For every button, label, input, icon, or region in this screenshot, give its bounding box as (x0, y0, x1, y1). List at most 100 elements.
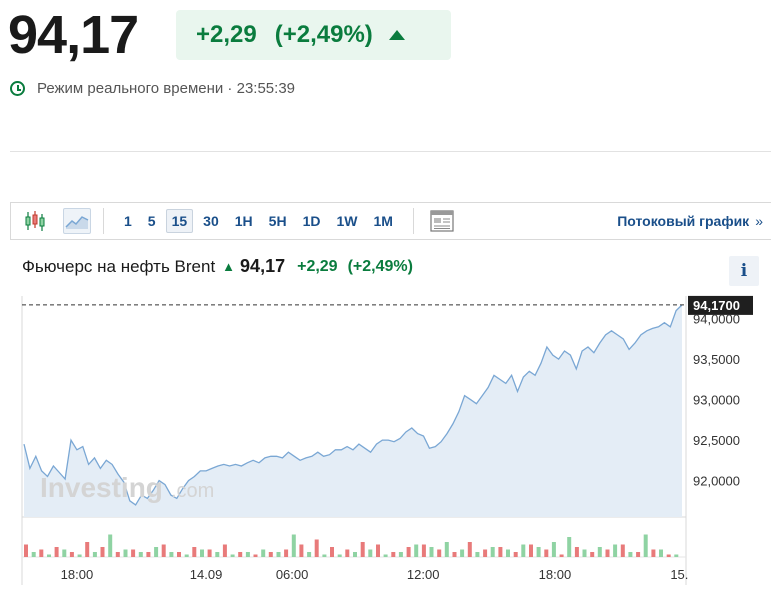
toolbar-separator (412, 208, 414, 234)
y-tick-label: 93,5000 (693, 352, 740, 367)
volume-bar (444, 542, 449, 557)
volume-bar (628, 552, 633, 557)
streaming-chart-label: Потоковый график (617, 213, 750, 229)
volume-bar (597, 547, 602, 557)
volume-bar (230, 554, 235, 557)
interval-1d[interactable]: 1D (302, 213, 321, 229)
interval-1m[interactable]: 1M (373, 213, 393, 229)
volume-bar (31, 552, 36, 557)
interval-1w[interactable]: 1W (336, 213, 358, 229)
volume-bar (291, 534, 296, 557)
arrow-up-icon (388, 30, 405, 40)
volume-bar (307, 552, 312, 557)
instrument-value: 94,17 (240, 256, 286, 276)
x-tick-label: 18:00 (61, 567, 94, 582)
volume-bar (353, 552, 357, 557)
volume-bar (529, 544, 533, 557)
volume-bar (483, 549, 488, 557)
volume-bar (498, 547, 503, 557)
volume-bar (391, 552, 396, 557)
instrument-name: Фьючерс на нефть Brent (22, 256, 216, 276)
volume-bar (108, 534, 113, 557)
volume-bar (146, 552, 151, 557)
candlestick-chart-icon[interactable] (21, 208, 49, 234)
x-tick-label: 15. (670, 567, 688, 582)
instrument-change: +2,29 (297, 257, 338, 275)
volume-bar (123, 549, 128, 557)
volume-bar (368, 549, 373, 557)
volume-bar (360, 542, 365, 557)
interval-1h[interactable]: 1H (234, 213, 253, 229)
last-value-box (688, 295, 753, 315)
price-change-badge: +2,29 (+2,49%) (176, 10, 451, 60)
volume-bar (398, 552, 403, 557)
y-tick-label: 94,0000 (693, 312, 740, 327)
volume-bar (475, 552, 480, 557)
realtime-status: Режим реального времени · 23:55:39 (10, 80, 295, 97)
interval-5h[interactable]: 5H (268, 213, 287, 229)
volume-bar (383, 554, 388, 557)
volume-bar (460, 549, 465, 557)
interval-5[interactable]: 5 (147, 213, 156, 229)
volume-bar (567, 537, 572, 557)
volume-bar (666, 554, 671, 557)
volume-bar (659, 549, 663, 557)
volume-bar (330, 547, 334, 557)
arrow-up-icon: ▲ (222, 259, 236, 274)
news-icon[interactable] (428, 208, 456, 234)
y-tick-label: 93,0000 (693, 393, 740, 408)
y-tick-label: 92,5000 (693, 433, 740, 448)
volume-bar (207, 549, 212, 557)
volume-bar (429, 547, 434, 557)
volume-bar (506, 549, 510, 557)
chart-toolbar: 1 5 15 30 1H 5H 1D 1W 1M Потоковый графи… (10, 202, 771, 240)
volume-bar (620, 544, 625, 557)
volume-bar (154, 547, 159, 557)
volume-bar (261, 549, 266, 557)
volume-bar (574, 547, 579, 557)
price-change-percent: (+2,49%) (274, 21, 373, 48)
volume-bar (337, 554, 342, 557)
price-line (23, 304, 683, 506)
info-button[interactable]: i (729, 256, 759, 286)
interval-15[interactable]: 15 (165, 209, 194, 233)
last-value-label: 94,1700 (693, 298, 740, 313)
instrument-header: Фьючерс на нефть Brent ▲ 94,17 +2,29 (+2… (22, 256, 413, 277)
area-chart-icon[interactable] (63, 208, 91, 234)
volume-bar (643, 534, 648, 557)
volume-bar (69, 552, 74, 557)
realtime-separator: · (223, 80, 237, 97)
volume-bar (299, 544, 304, 557)
volume-bar (559, 554, 564, 557)
interval-30[interactable]: 30 (203, 213, 219, 229)
volume-bar (85, 542, 90, 557)
volume-bar (636, 552, 641, 557)
clock-icon (10, 81, 25, 96)
price-area (24, 304, 682, 517)
volume-bar (613, 544, 618, 557)
volume-bar (77, 554, 82, 557)
volume-bar (284, 549, 289, 557)
y-tick-label: 92,0000 (693, 474, 740, 489)
interval-1[interactable]: 1 (124, 213, 132, 229)
volume-bar (421, 544, 426, 557)
volume-bar (536, 547, 541, 557)
volume-bar (605, 549, 610, 557)
volume-bar (39, 549, 44, 557)
volume-bar (551, 542, 556, 557)
volume-bar (345, 549, 350, 557)
volume-bar (582, 549, 587, 557)
volume-bar (161, 544, 166, 557)
volume-bar (268, 552, 273, 557)
streaming-chart-link[interactable]: Потоковый график » (617, 213, 763, 229)
volume-bar (200, 549, 204, 557)
volume-bar (24, 544, 28, 557)
volume-bar (222, 544, 227, 557)
price-change: +2,29 (196, 21, 257, 48)
volume-bar (245, 552, 250, 557)
volume-bar (276, 552, 281, 557)
volume-bar (215, 552, 220, 557)
volume-bar (322, 554, 327, 557)
watermark-suffix: .com (171, 480, 214, 502)
toolbar-separator (103, 208, 104, 234)
